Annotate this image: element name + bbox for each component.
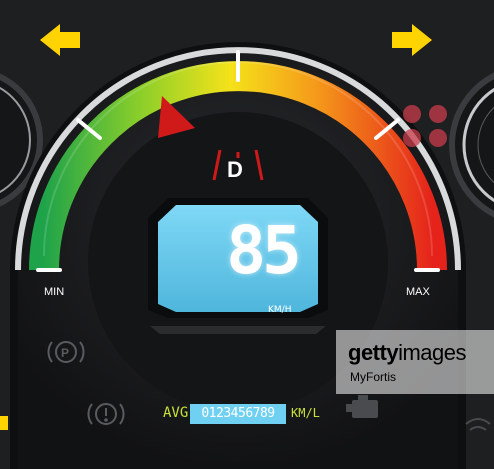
warning-light-icon [403, 105, 447, 147]
speed-unit: KM/H [268, 305, 292, 315]
watermark-box [336, 330, 494, 394]
gear-letter: D [227, 157, 243, 182]
gauge-ticks [36, 50, 440, 272]
lcd-screen [158, 205, 318, 312]
edge-indicator-icon [0, 416, 8, 430]
gear-indicator [212, 149, 264, 181]
min-label: MIN [44, 286, 65, 298]
brake-warning-icon [87, 403, 125, 425]
parking-brake-icon: P [47, 341, 85, 363]
max-label: MAX [406, 286, 430, 298]
tick-quarter [76, 118, 102, 140]
svg-text:P: P [61, 346, 69, 360]
odometer-value: 0123456789 [190, 404, 286, 424]
lcd-base [150, 326, 326, 334]
speed-readout: 85 [226, 212, 301, 289]
right-arrow-icon [392, 24, 432, 56]
signal-icon [465, 418, 491, 431]
tick-three-quarter [374, 118, 400, 140]
speed-needle [158, 96, 195, 138]
odometer-label: AVG [163, 405, 189, 421]
watermark-author: MyFortis [350, 370, 396, 384]
odometer-unit: KM/L [291, 406, 320, 420]
left-side-gauge [0, 73, 43, 207]
right-side-gauge [449, 72, 494, 218]
engine-check-icon [346, 395, 378, 418]
left-arrow-icon [40, 24, 80, 56]
watermark-brand: gettyimages [348, 340, 466, 365]
